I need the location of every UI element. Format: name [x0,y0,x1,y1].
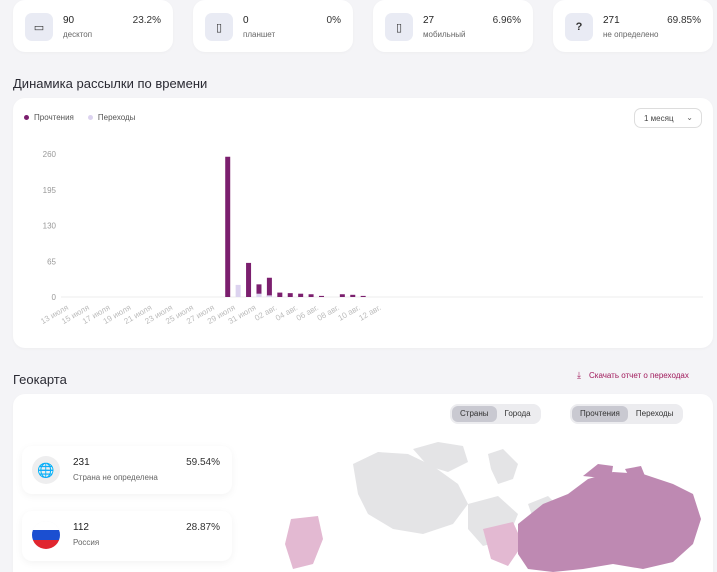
period-select[interactable]: 1 месяц ⌄ [634,108,702,128]
device-percent: 6.96% [492,15,521,26]
bar-clicks [235,284,241,297]
bar-clicks [266,295,272,297]
bar-reads [339,294,345,297]
bar-reads [287,293,293,297]
world-map [285,442,701,572]
device-label: планшет [243,30,276,39]
y-tick-label: 260 [43,150,57,159]
bar-reads [277,292,283,297]
bar-reads [350,294,356,297]
geo-title: Геокарта [13,372,67,387]
geo-percent: 59.54% [186,457,220,468]
geo-count: 112 [73,522,89,533]
x-tick-label: 12 авг. [357,303,382,323]
y-tick-label: 195 [43,186,57,195]
map-background-land [285,442,561,569]
device-label: не определено [603,30,659,39]
chart-legend: Прочтения Переходы [24,113,135,122]
geo-percent: 28.87% [186,522,220,533]
download-report-label: Скачать отчет о переходах [588,371,689,380]
tab-cities[interactable]: Города [504,409,531,418]
bar-reads [225,156,231,297]
device-count: 90 [63,15,75,26]
globe-icon: 🌐 [32,456,60,484]
bar-reads [256,284,262,297]
device-count: 0 [243,15,249,26]
tab-clicks[interactable]: Переходы [635,409,674,418]
y-tick-label: 130 [43,222,57,231]
geo-item-unknown[interactable]: 🌐 231 Страна не определена 59.54% [22,446,232,494]
x-tick-label: 10 авг. [336,303,361,323]
bar-reads [298,293,304,297]
region-toggle: Страны Города [450,404,541,424]
tab-reads[interactable]: Прочтения [572,406,628,422]
device-card-mobile: ▯ 27 мобильный 6.96% [373,0,533,52]
bar-reads [266,277,272,297]
device-label: мобильный [423,30,466,39]
bar-reads [319,295,324,297]
bar-reads [360,295,366,297]
legend-reads-dot [24,115,29,120]
device-percent: 23.2% [132,15,161,26]
download-icon: ⤓ [577,370,581,380]
device-count: 27 [423,15,435,26]
bar-reads [308,294,314,297]
russia-flag-icon [32,521,60,549]
unknown-device-icon: ? [565,13,593,41]
device-percent: 0% [326,15,341,26]
y-tick-label: 0 [52,293,57,302]
device-card-unknown: ? 271 не определено 69.85% [553,0,713,52]
geo-count: 231 [73,457,90,468]
x-tick-label: 08 авг. [316,303,341,323]
legend-item-reads[interactable]: Прочтения [24,113,74,122]
metric-toggle: Прочтения Переходы [570,404,684,424]
legend-reads-label: Прочтения [34,113,74,122]
device-count: 271 [603,15,620,26]
y-tick-label: 65 [47,257,56,266]
mobile-icon: ▯ [385,13,413,41]
device-label: десктоп [63,30,93,39]
desktop-icon: ▭ [25,13,53,41]
tablet-icon: ▯ [205,13,233,41]
legend-clicks-dot [87,115,93,120]
period-select-value: 1 месяц [644,113,674,123]
dynamics-chart-card [13,98,713,348]
geo-label: Страна не определена [73,473,158,482]
geo-item-russia[interactable]: 112 Россия 28.87% [22,511,232,561]
bar-reads [246,262,252,297]
legend-item-clicks[interactable]: Переходы [87,113,136,122]
x-tick-label: 02 авг. [253,303,278,323]
download-report-link[interactable]: ⤓ Скачать отчет о переходах [577,370,689,381]
device-percent: 69.85% [667,15,701,26]
geo-label: Россия [73,538,100,547]
dynamics-title: Динамика рассылки по времени [13,76,208,91]
map-russia [518,464,701,572]
tab-countries[interactable]: Страны [452,406,497,422]
bar-clicks [256,293,262,297]
x-tick-label: 04 авг. [274,303,299,323]
x-tick-label: 06 авг. [295,303,320,323]
chevron-down-icon: ⌄ [686,113,693,122]
device-card-tablet: ▯ 0 планшет 0% [193,0,353,52]
device-card-desktop: ▭ 90 десктоп 23.2% [13,0,173,52]
legend-clicks-label: Переходы [97,113,136,122]
